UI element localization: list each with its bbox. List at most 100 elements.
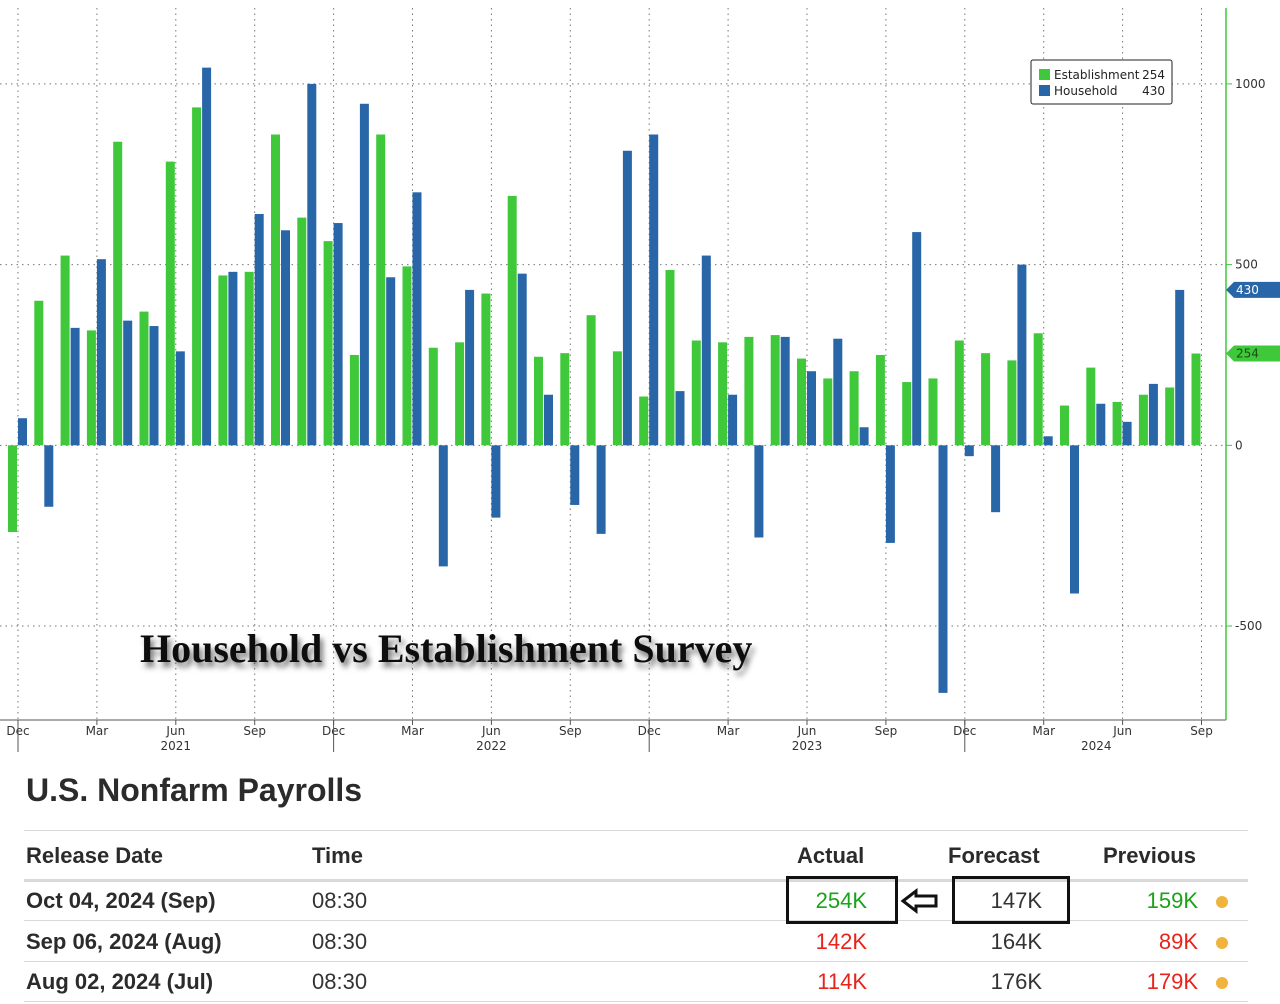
legend: Establishment 254 Household 430 [1030, 59, 1173, 105]
bar-establishment [507, 195, 517, 446]
flag-household-last-shape [1226, 281, 1280, 298]
x-tick-label: Mar [86, 724, 109, 738]
chart-svg: Dec Mar Jun Sep Dec Mar Jun Sep Dec Mar Jun Sep Dec M… [0, 8, 1280, 753]
bar-household [44, 445, 54, 507]
forecast-value: 164K [990, 929, 1042, 954]
bar-household [175, 351, 185, 446]
bar-household [991, 445, 1001, 513]
x-tick-label: Mar [401, 724, 424, 738]
previous-value: 159K [1146, 888, 1198, 913]
bar-establishment [218, 275, 228, 446]
bar-establishment [428, 347, 438, 446]
year-label: 2024 [1081, 739, 1112, 753]
legend-value-household: 430 [1142, 84, 1165, 98]
dot-icon [1216, 896, 1228, 908]
bar-household [438, 445, 448, 567]
bar-household [1148, 383, 1158, 446]
bar-establishment [875, 354, 885, 446]
bar-establishment [34, 300, 44, 446]
bar-household [307, 83, 317, 446]
bar-establishment [902, 382, 912, 446]
actual-value: 142K [815, 929, 867, 954]
bar-household [1017, 264, 1027, 446]
bar-household [754, 445, 764, 538]
header-release-date: Release Date [26, 843, 163, 868]
bar-household [964, 445, 974, 457]
x-tick-label: Mar [1032, 724, 1055, 738]
y-tick-label: 0 [1235, 438, 1243, 452]
table-title: U.S. Nonfarm Payrolls [26, 772, 363, 808]
bar-establishment [928, 378, 938, 446]
bar-establishment [244, 271, 254, 446]
bar-establishment [1086, 367, 1096, 446]
bar-establishment [744, 336, 754, 446]
bar-establishment [612, 351, 622, 446]
bar-household [859, 427, 869, 446]
bar-household [780, 336, 790, 446]
header-actual: Actual [797, 843, 865, 868]
bar-establishment [718, 342, 728, 446]
bar-establishment [165, 161, 175, 446]
header-time: Time [312, 843, 363, 868]
release-date: Aug 02, 2024 (Jul) [26, 969, 214, 994]
bar-establishment [402, 266, 412, 446]
flag-establishment-last-label: 254 [1236, 347, 1259, 361]
bar-establishment [665, 270, 675, 446]
previous-value: 179K [1146, 969, 1198, 994]
x-tick-label: Sep [559, 724, 582, 738]
bar-household [675, 391, 685, 446]
x-tick-label: Sep [875, 724, 898, 738]
year-label: 2021 [161, 739, 192, 753]
bar-household [333, 223, 343, 446]
flag-establishment-last-shape [1226, 345, 1280, 362]
release-time: 08:30 [312, 969, 368, 994]
dot-icon [1216, 977, 1228, 989]
bar-establishment [1165, 387, 1175, 446]
payrolls-chart: Dec Mar Jun Sep Dec Mar Jun Sep Dec Mar Jun Sep Dec M… [0, 8, 1280, 753]
bar-establishment [797, 358, 806, 446]
bar-establishment [297, 217, 307, 446]
bar-establishment [455, 342, 465, 446]
header-previous: Previous [1103, 843, 1196, 868]
bar-establishment [139, 311, 149, 446]
year-label: 2023 [792, 739, 823, 753]
legend-label-household: Household [1054, 84, 1118, 98]
x-tick-label: Jun [165, 724, 185, 738]
dot-icon [1216, 937, 1228, 949]
bar-establishment [192, 107, 202, 446]
bar-establishment [981, 353, 991, 446]
bar-establishment [1138, 394, 1148, 446]
x-tick-label: Sep [1190, 724, 1213, 738]
bar-establishment [349, 354, 359, 446]
previous-value: 89K [1158, 929, 1198, 954]
bar-household [1043, 436, 1053, 446]
bar-household [202, 67, 212, 446]
year-label: 2022 [476, 739, 507, 753]
y-tick-label: 500 [1235, 258, 1258, 272]
bar-household [938, 445, 948, 693]
forecast-value: 176K [990, 969, 1042, 994]
bar-household [885, 445, 895, 543]
bar-household [728, 394, 738, 446]
flag-household-last-label: 430 [1236, 283, 1259, 297]
bar-household [281, 230, 290, 446]
bar-household [1175, 289, 1185, 446]
actual-value: 254K [815, 888, 867, 913]
legend-value-establishment: 254 [1142, 68, 1165, 82]
left-arrow-icon [900, 887, 938, 915]
bar-household [228, 271, 238, 446]
bar-establishment [586, 315, 596, 446]
bar-establishment [954, 340, 964, 446]
bar-household [622, 150, 632, 446]
bar-establishment [323, 241, 333, 446]
bar-establishment [770, 335, 780, 446]
bar-household [807, 371, 816, 446]
table-row: Oct 04, 2024 (Sep) 08:30 254K 147K 159K [24, 880, 1248, 921]
legend-label-establishment: Establishment [1054, 68, 1140, 82]
bar-household [701, 255, 711, 446]
y-tick-label: -500 [1235, 619, 1262, 633]
bar-establishment [534, 356, 543, 446]
x-tick-label: Mar [717, 724, 740, 738]
bar-household [70, 327, 80, 446]
release-time: 08:30 [312, 929, 368, 954]
